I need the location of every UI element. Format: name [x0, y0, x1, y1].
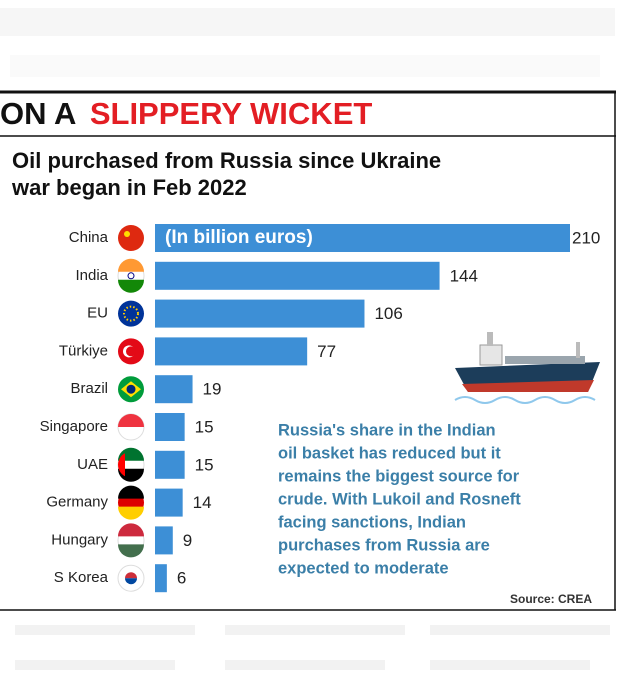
- value-label: 106: [374, 304, 402, 323]
- header: ON A SLIPPERY WICKET: [0, 96, 372, 131]
- annotation-line: remains the biggest source for: [278, 467, 520, 485]
- flag-band: [118, 485, 144, 499]
- blur-block: [0, 8, 615, 36]
- unit-note: (In billion euros): [165, 227, 313, 248]
- bar: [155, 564, 167, 593]
- flag-yang: [125, 578, 137, 585]
- flag-stars: [123, 305, 139, 322]
- flag-star: [124, 231, 130, 237]
- bar: [155, 261, 440, 290]
- category-label: Singapore: [40, 418, 108, 435]
- ship-keel: [462, 380, 594, 392]
- source: Source: CREA: [510, 592, 592, 606]
- blur-block: [10, 55, 600, 77]
- flag-band: [118, 258, 144, 272]
- ship-mast: [487, 332, 493, 346]
- annotation-line: facing sanctions, Indian: [278, 513, 466, 531]
- category-label: Germany: [46, 494, 108, 511]
- ship-bridge: [479, 344, 503, 366]
- blur-block: [430, 660, 590, 670]
- flag: [118, 300, 144, 327]
- blur-block: [430, 625, 610, 635]
- flag-band: [118, 453, 125, 477]
- category-label: India: [75, 267, 108, 284]
- ship-illustration: [454, 332, 600, 404]
- value-label: 19: [203, 380, 222, 399]
- blur-block: [225, 625, 405, 635]
- value-label: 144: [450, 266, 478, 285]
- blur-block: [15, 625, 195, 635]
- category-label: UAE: [77, 456, 108, 473]
- bar: [155, 224, 570, 252]
- bar: [155, 526, 173, 555]
- chart-title: war began in Feb 2022: [11, 175, 247, 200]
- flag-band: [118, 414, 144, 427]
- annotation-line: purchases from Russia are: [278, 536, 490, 554]
- annotation-line: crude. With Lukoil and Rosneft: [278, 490, 521, 508]
- blurred-masthead: [0, 8, 615, 77]
- bar: [155, 375, 193, 404]
- blur-block: [15, 660, 175, 670]
- value-label: 210: [572, 228, 600, 247]
- category-label: China: [69, 229, 109, 246]
- ship-wave: [454, 396, 596, 404]
- chart-title: Oil purchased from Russia since Ukraine: [12, 148, 441, 173]
- bar: [155, 299, 365, 328]
- value-label: 6: [177, 569, 186, 588]
- flag: [118, 225, 144, 251]
- flag-yin: [125, 572, 137, 579]
- flag-wheel: [127, 272, 135, 280]
- value-label: 15: [195, 417, 214, 436]
- annotation-line: oil basket has reduced but it: [278, 444, 501, 462]
- blur-block: [225, 660, 385, 670]
- annotation-line: expected to moderate: [278, 559, 449, 577]
- value-label: 9: [183, 531, 192, 550]
- flag-band: [118, 544, 144, 558]
- category-label: S Korea: [54, 569, 109, 586]
- value-label: 15: [195, 455, 214, 474]
- flag-band: [118, 279, 144, 293]
- blurred-footer: [15, 625, 610, 670]
- category-label: EU: [87, 305, 108, 322]
- bar: [155, 450, 185, 479]
- ship-deck: [505, 356, 585, 364]
- flag-band: [118, 523, 144, 537]
- header-highlight: SLIPPERY WICKET: [90, 96, 373, 131]
- value-label: 77: [317, 342, 336, 361]
- category-label: Türkiye: [59, 342, 108, 359]
- header-lead: ON A: [0, 96, 76, 131]
- bar: [155, 488, 183, 517]
- flag-band: [118, 506, 144, 520]
- bar: [155, 337, 308, 366]
- category-label: Brazil: [70, 380, 108, 397]
- ship-crane: [576, 342, 580, 358]
- annotation-line: Russia's share in the Indian: [278, 421, 496, 439]
- category-label: Hungary: [51, 531, 108, 548]
- bar: [155, 413, 185, 441]
- flag-globe: [126, 384, 136, 394]
- value-label: 14: [193, 493, 212, 512]
- flag-moon: [126, 346, 136, 357]
